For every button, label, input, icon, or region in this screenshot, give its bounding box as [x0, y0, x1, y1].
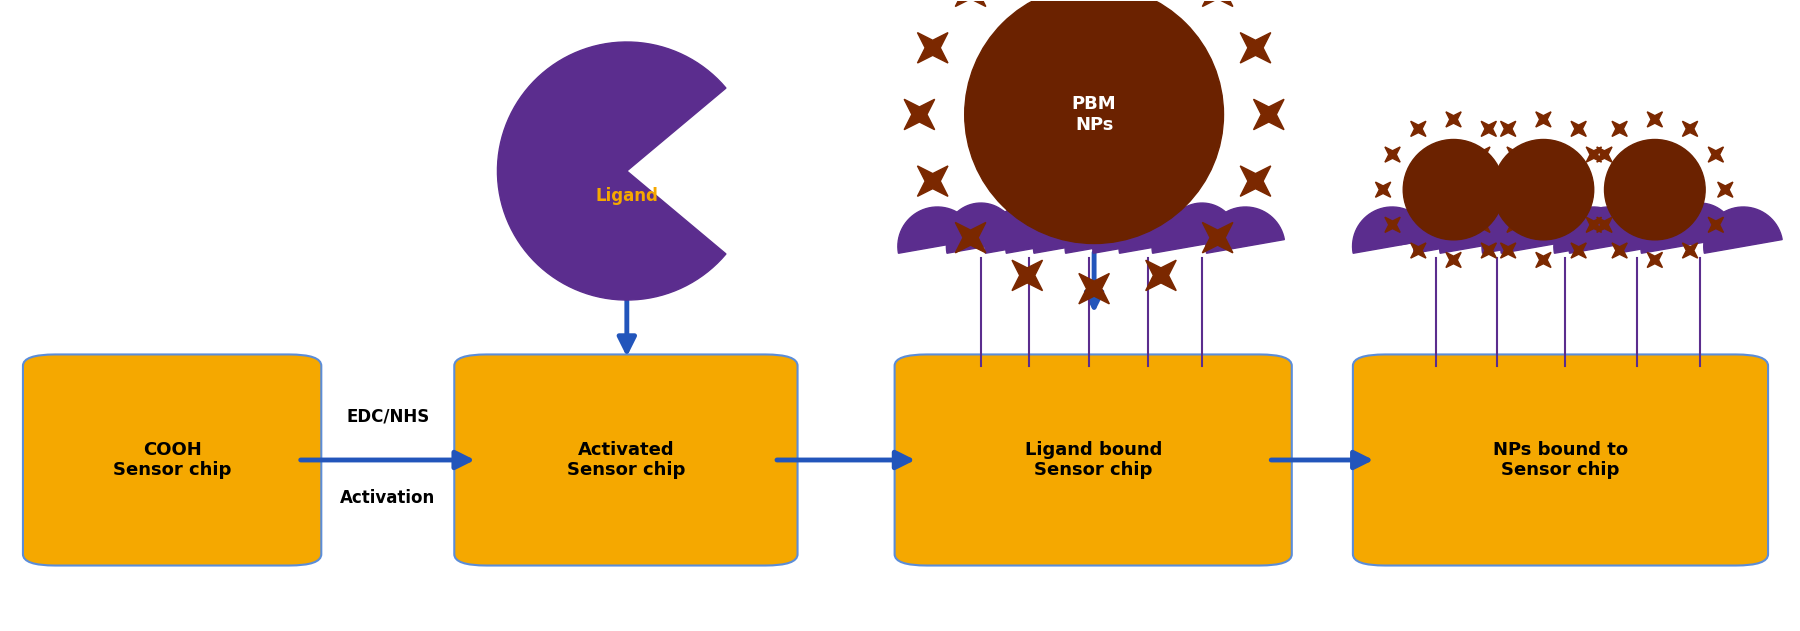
Text: Ligand bound
Sensor chip: Ligand bound Sensor chip: [1024, 440, 1161, 480]
FancyBboxPatch shape: [1354, 355, 1768, 565]
Polygon shape: [1445, 252, 1462, 268]
Polygon shape: [918, 166, 949, 196]
Polygon shape: [1501, 207, 1579, 253]
Polygon shape: [1120, 207, 1197, 253]
Polygon shape: [994, 203, 1064, 245]
Polygon shape: [1112, 203, 1183, 245]
Polygon shape: [1647, 252, 1663, 268]
Polygon shape: [1206, 207, 1285, 253]
Polygon shape: [1507, 217, 1523, 232]
Polygon shape: [1507, 147, 1523, 162]
Ellipse shape: [1404, 139, 1503, 240]
Polygon shape: [1166, 203, 1237, 245]
Polygon shape: [945, 203, 1015, 245]
Polygon shape: [1474, 217, 1490, 232]
Polygon shape: [497, 42, 725, 300]
Polygon shape: [1093, 207, 1172, 253]
Polygon shape: [1352, 207, 1431, 253]
Polygon shape: [1078, 273, 1109, 304]
Polygon shape: [1375, 182, 1391, 198]
Text: Ligand: Ligand: [596, 187, 659, 205]
Polygon shape: [1240, 166, 1271, 196]
Polygon shape: [1240, 33, 1271, 63]
Polygon shape: [1705, 207, 1782, 253]
FancyBboxPatch shape: [23, 355, 320, 565]
Polygon shape: [1683, 121, 1697, 136]
Polygon shape: [1445, 112, 1462, 127]
Polygon shape: [1516, 182, 1532, 198]
Polygon shape: [1616, 207, 1696, 253]
Polygon shape: [985, 207, 1064, 253]
Polygon shape: [1006, 207, 1084, 253]
Polygon shape: [1440, 207, 1517, 253]
Polygon shape: [1571, 243, 1586, 258]
Polygon shape: [1411, 243, 1426, 258]
Polygon shape: [1535, 112, 1552, 127]
Polygon shape: [1384, 147, 1400, 162]
Polygon shape: [918, 33, 949, 63]
Polygon shape: [1586, 217, 1602, 232]
Polygon shape: [1501, 121, 1516, 136]
Polygon shape: [1481, 121, 1496, 136]
Text: NPs bound to
Sensor chip: NPs bound to Sensor chip: [1492, 440, 1627, 480]
Polygon shape: [1152, 207, 1231, 253]
Text: Activation: Activation: [340, 488, 436, 507]
Polygon shape: [1683, 243, 1697, 258]
Polygon shape: [1012, 260, 1042, 291]
Polygon shape: [1571, 121, 1586, 136]
Polygon shape: [1717, 182, 1733, 198]
Text: PBM
NPs: PBM NPs: [1071, 95, 1116, 134]
Polygon shape: [1665, 203, 1735, 245]
FancyBboxPatch shape: [895, 355, 1292, 565]
Polygon shape: [1553, 207, 1633, 253]
Text: COOH
Sensor chip: COOH Sensor chip: [113, 440, 232, 480]
Polygon shape: [1642, 207, 1719, 253]
Ellipse shape: [965, 0, 1224, 244]
Text: EDC/NHS: EDC/NHS: [346, 407, 430, 425]
FancyBboxPatch shape: [454, 355, 797, 565]
Polygon shape: [1613, 243, 1627, 258]
Polygon shape: [1465, 182, 1481, 198]
Polygon shape: [1647, 112, 1663, 127]
Polygon shape: [1384, 217, 1400, 232]
Polygon shape: [1066, 207, 1143, 253]
Polygon shape: [956, 0, 986, 6]
Polygon shape: [1613, 121, 1627, 136]
Polygon shape: [1481, 207, 1561, 253]
Polygon shape: [947, 207, 1024, 253]
Polygon shape: [1413, 207, 1492, 253]
Polygon shape: [1400, 203, 1471, 245]
Ellipse shape: [1604, 139, 1705, 240]
Polygon shape: [1570, 207, 1647, 253]
Polygon shape: [1606, 182, 1622, 198]
Polygon shape: [1481, 243, 1496, 258]
Polygon shape: [1535, 252, 1552, 268]
Polygon shape: [1530, 203, 1600, 245]
Polygon shape: [1577, 182, 1591, 198]
Polygon shape: [1602, 203, 1672, 245]
Polygon shape: [1202, 0, 1233, 6]
Polygon shape: [1501, 243, 1516, 258]
Ellipse shape: [1492, 139, 1593, 240]
Polygon shape: [1597, 217, 1613, 232]
Polygon shape: [1053, 203, 1123, 245]
Polygon shape: [1586, 147, 1602, 162]
Polygon shape: [1202, 223, 1233, 253]
Polygon shape: [1411, 121, 1426, 136]
Polygon shape: [1708, 147, 1723, 162]
Polygon shape: [1708, 217, 1723, 232]
Polygon shape: [1147, 260, 1175, 291]
Polygon shape: [1033, 207, 1112, 253]
Polygon shape: [1474, 147, 1490, 162]
Polygon shape: [1253, 99, 1283, 130]
Polygon shape: [898, 207, 976, 253]
Polygon shape: [904, 99, 934, 130]
Polygon shape: [1597, 147, 1613, 162]
Text: Activated
Sensor chip: Activated Sensor chip: [567, 440, 686, 480]
Polygon shape: [1462, 203, 1532, 245]
Polygon shape: [956, 223, 986, 253]
